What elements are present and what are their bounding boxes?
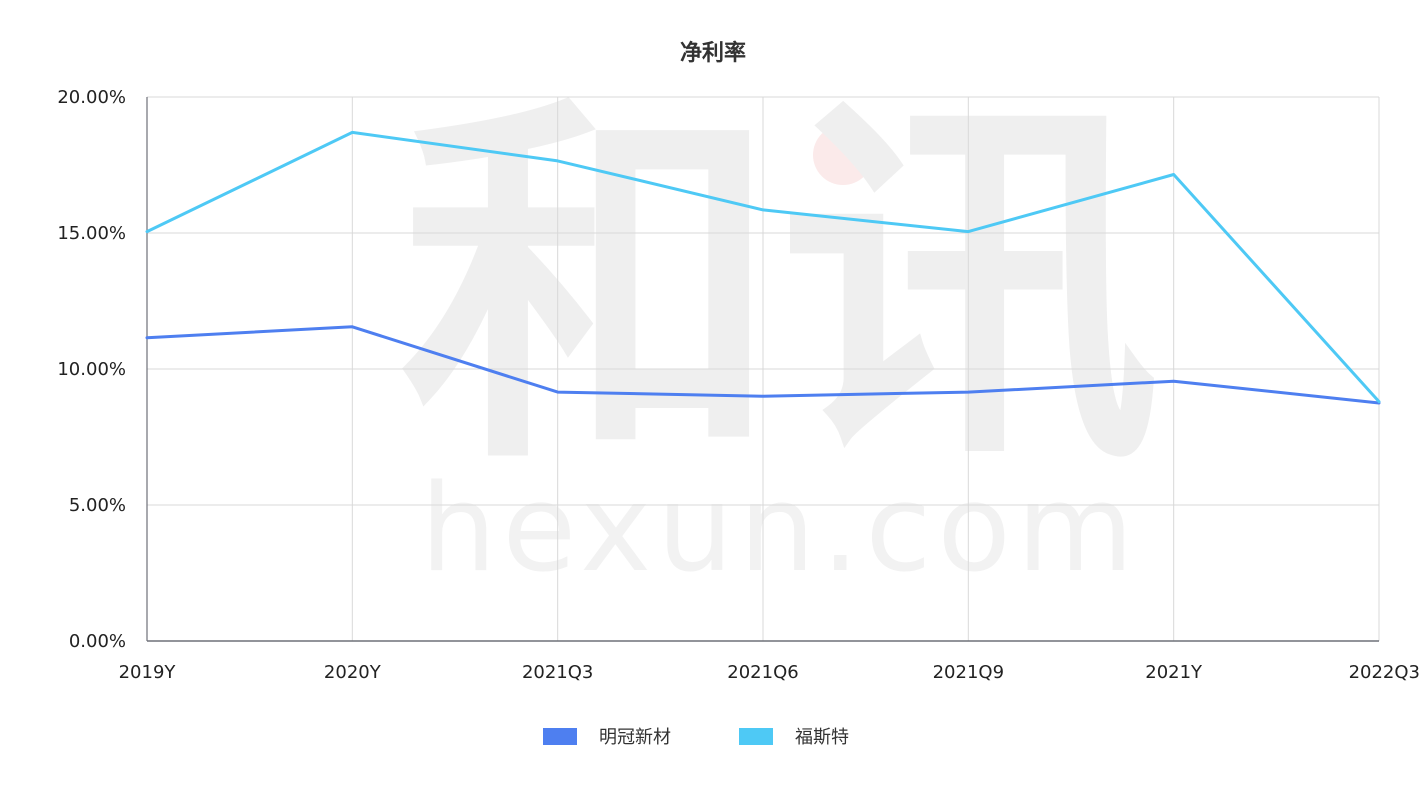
- y-tick-label: 20.00%: [57, 87, 126, 108]
- x-tick-label: 2021Y: [1145, 662, 1203, 683]
- legend-swatch: [739, 728, 773, 745]
- watermark: 和讯 hexun.com: [400, 67, 1160, 599]
- x-tick-label: 2021Q3: [522, 662, 593, 683]
- legend-item-1[interactable]: 明冠新材: [543, 727, 671, 748]
- y-tick-label: 0.00%: [69, 631, 126, 652]
- series-line-2: [145, 130, 1381, 404]
- legend-label: 明冠新材: [599, 727, 671, 748]
- x-tick-label: 2021Q9: [933, 662, 1004, 683]
- series-lines: [145, 130, 1381, 405]
- watermark-logo: 和讯: [400, 67, 1160, 510]
- x-tick-labels: 2019Y 2020Y 2021Q3 2021Q6 2021Q9 2021Y 2022Q3: [119, 662, 1420, 683]
- x-tick-label: 2020Y: [324, 662, 382, 683]
- legend-swatch: [543, 728, 577, 745]
- x-tick-label: 2022Q3: [1349, 662, 1420, 683]
- x-tick-label: 2021Q6: [727, 662, 798, 683]
- y-tick-label: 15.00%: [57, 223, 126, 244]
- chart-title: 净利率: [680, 40, 746, 66]
- legend-item-2[interactable]: 福斯特: [739, 727, 849, 748]
- axes: [146, 97, 1379, 642]
- legend-label: 福斯特: [795, 727, 849, 748]
- grid: [147, 96, 1380, 641]
- y-tick-label: 10.00%: [57, 359, 126, 380]
- watermark-domain: hexun.com: [420, 460, 1139, 599]
- y-tick-label: 5.00%: [69, 495, 126, 516]
- y-tick-labels: 0.00% 5.00% 10.00% 15.00% 20.00%: [57, 87, 126, 652]
- watermark-dot: [813, 125, 873, 185]
- x-tick-label: 2019Y: [119, 662, 177, 683]
- legend[interactable]: 明冠新材 福斯特: [543, 727, 849, 748]
